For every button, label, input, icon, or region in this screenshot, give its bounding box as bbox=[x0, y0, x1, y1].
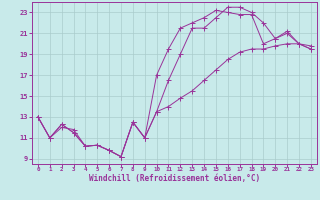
X-axis label: Windchill (Refroidissement éolien,°C): Windchill (Refroidissement éolien,°C) bbox=[89, 174, 260, 183]
